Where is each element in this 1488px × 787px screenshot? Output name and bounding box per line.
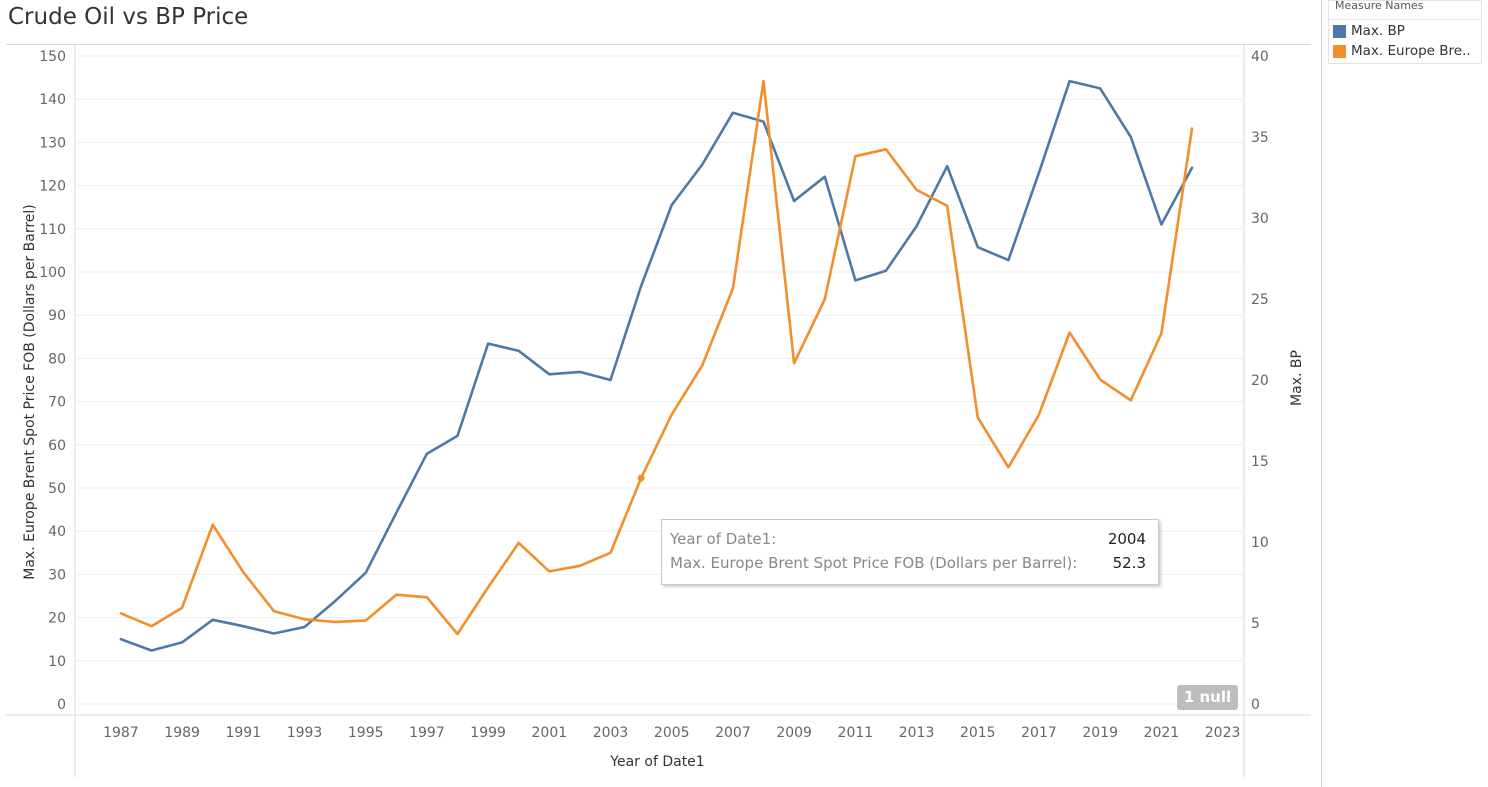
right-y-tick-label: 35: [1251, 130, 1269, 146]
side-panel: [1321, 0, 1488, 787]
legend-title: Measure Names: [1335, 0, 1424, 12]
x-tick-label: 2007: [715, 725, 751, 741]
chart-canvas[interactable]: 0 10 20 30 40 50 60 70 80 90 100 110 120 130 140 150 0 5…: [0, 0, 1320, 787]
series-lines[interactable]: [119, 79, 1194, 652]
legend-swatch-icon: [1333, 45, 1346, 58]
title-divider: [6, 44, 1311, 45]
x-tick-label: 2017: [1021, 725, 1057, 741]
right-y-tick-label: 10: [1251, 535, 1269, 551]
legend: Measure Names Max. BP Max. Europe Bre..: [1328, 0, 1482, 64]
right-y-tick-label: 30: [1251, 211, 1269, 227]
left-y-tick-label: 100: [39, 265, 66, 281]
left-y-tick-label: 10: [48, 654, 66, 670]
x-tick-label: 2005: [654, 725, 690, 741]
x-axis: 1987 1989 1991 1993 1995 1997 1999 2001 2003 2005…: [103, 725, 1240, 741]
left-y-tick-label: 60: [48, 438, 66, 454]
left-y-tick-label: 130: [39, 135, 66, 151]
chart-frame: [6, 45, 1311, 777]
x-tick-label: 2011: [838, 725, 874, 741]
x-tick-label: 1999: [470, 725, 506, 741]
right-y-tick-label: 0: [1251, 697, 1260, 713]
left-y-tick-label: 0: [57, 697, 66, 713]
series-line-max-europe-brent[interactable]: [119, 79, 1194, 636]
right-y-axis-title: Max. BP: [1289, 350, 1305, 406]
x-tick-label: 2013: [899, 725, 935, 741]
chart-title: Crude Oil vs BP Price: [8, 4, 249, 30]
highlight-marker: [637, 474, 645, 482]
left-y-tick-label: 90: [48, 308, 66, 324]
left-y-tick-label: 70: [48, 395, 66, 411]
x-tick-label: 2001: [532, 725, 568, 741]
x-tick-label: 1995: [348, 725, 384, 741]
x-tick-label: 2019: [1082, 725, 1118, 741]
x-axis-title: Year of Date1: [609, 754, 704, 770]
left-y-tick-label: 110: [39, 222, 66, 238]
legend-swatch-icon: [1333, 25, 1346, 38]
x-tick-label: 1991: [225, 725, 261, 741]
tooltip-price-label: Max. Europe Brent Spot Price FOB (Dollar…: [670, 554, 1078, 572]
null-indicator-badge[interactable]: 1 null: [1177, 685, 1238, 710]
right-y-tick-label: 25: [1251, 292, 1269, 308]
legend-label: Max. BP: [1351, 23, 1405, 39]
right-y-tick-label: 15: [1251, 454, 1269, 470]
left-y-tick-label: 150: [39, 49, 66, 65]
series-line-max-bp[interactable]: [119, 79, 1194, 652]
left-y-tick-label: 120: [39, 179, 66, 195]
tooltip-price-value: 52.3: [1112, 554, 1146, 572]
left-y-axis: 0 10 20 30 40 50 60 70 80 90 100 110 120 130 140 150: [39, 49, 66, 713]
x-tick-label: 2023: [1205, 725, 1241, 741]
left-y-tick-label: 50: [48, 481, 66, 497]
right-y-tick-label: 40: [1251, 49, 1269, 65]
tooltip: Year of Date1: 2004 Max. Europe Brent Sp…: [661, 519, 1159, 585]
right-y-tick-label: 20: [1251, 373, 1269, 389]
tooltip-year-label: Year of Date1:: [670, 530, 777, 548]
tooltip-year-value: 2004: [1107, 530, 1146, 548]
x-tick-label: 1993: [287, 725, 323, 741]
left-y-tick-label: 40: [48, 524, 66, 540]
left-y-axis-title: Max. Europe Brent Spot Price FOB (Dollar…: [22, 204, 38, 580]
x-tick-label: 2003: [593, 725, 629, 741]
legend-divider: [1329, 19, 1481, 20]
right-y-axis: 0 5 10 15 20 25 30 35 40: [1251, 49, 1269, 713]
right-y-tick-label: 5: [1251, 616, 1260, 632]
tooltip-row-year: Year of Date1: 2004: [670, 530, 1146, 552]
legend-label: Max. Europe Bre..: [1351, 43, 1471, 59]
left-y-tick-label: 20: [48, 611, 66, 627]
x-tick-label: 1989: [164, 725, 200, 741]
x-tick-label: 2015: [960, 725, 996, 741]
tooltip-row-price: Max. Europe Brent Spot Price FOB (Dollar…: [670, 554, 1146, 576]
left-y-tick-label: 140: [39, 92, 66, 108]
x-tick-label: 1987: [103, 725, 139, 741]
x-tick-label: 1997: [409, 725, 445, 741]
left-y-tick-label: 80: [48, 351, 66, 367]
x-tick-label: 2021: [1144, 725, 1180, 741]
grid-lines: [75, 55, 1244, 705]
x-tick-label: 2009: [776, 725, 812, 741]
highlight-point: [637, 474, 645, 482]
left-y-tick-label: 30: [48, 567, 66, 583]
